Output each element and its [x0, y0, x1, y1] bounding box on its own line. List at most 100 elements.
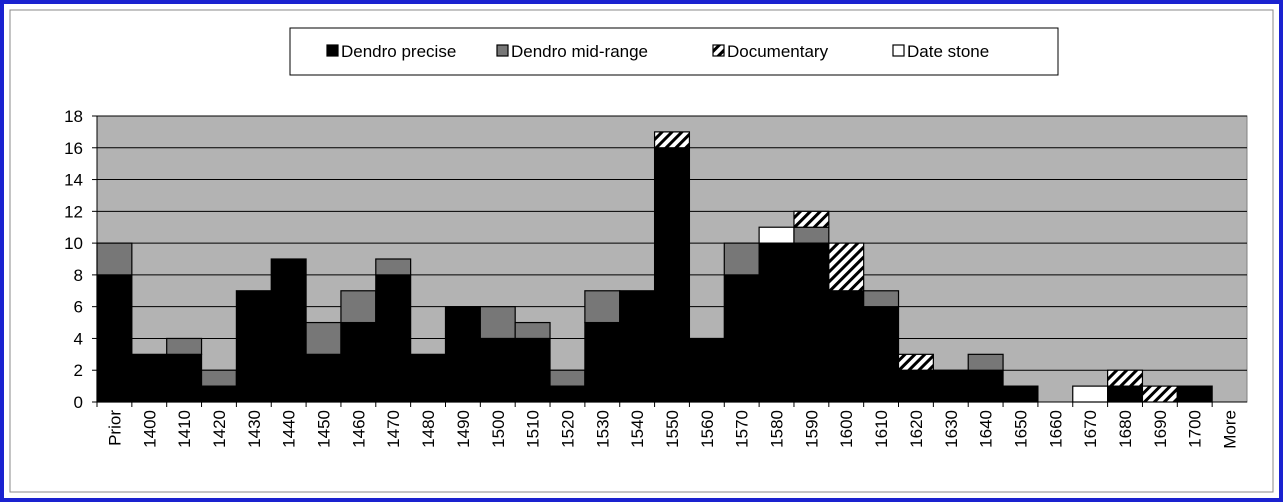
legend-swatch — [712, 44, 725, 57]
bar-segment — [688, 337, 725, 403]
x-tick-label: 1530 — [593, 410, 612, 448]
x-tick-label: 1400 — [140, 410, 159, 448]
legend-label: Date stone — [907, 42, 989, 61]
bar-segment — [793, 242, 830, 403]
x-tick-label: 1460 — [349, 410, 368, 448]
bar-segment — [932, 369, 969, 403]
bar-segment — [653, 147, 691, 403]
x-tick-label: 1430 — [245, 410, 264, 448]
bar-segment — [1107, 385, 1144, 403]
bar-segment — [200, 385, 237, 403]
x-tick-label: 1500 — [489, 410, 508, 448]
bar-segment — [514, 321, 551, 340]
x-tick-label: 1440 — [280, 410, 299, 448]
y-tick-label: 0 — [74, 393, 83, 412]
bar-segment — [619, 290, 656, 403]
bar-segment — [584, 321, 621, 403]
bar-segment — [1002, 385, 1039, 403]
bar-segment — [584, 290, 621, 324]
bar-segment — [479, 337, 516, 403]
x-tick-label: 1570 — [733, 410, 752, 448]
x-tick-label: 1550 — [663, 410, 682, 448]
legend-label: Dendro mid-range — [511, 42, 648, 61]
bar-segment — [897, 369, 934, 403]
bar-segment — [967, 353, 1004, 371]
y-tick-label: 14 — [64, 171, 83, 190]
y-tick-label: 16 — [64, 139, 83, 158]
bar-segment — [479, 306, 516, 340]
x-tick-label: 1640 — [977, 410, 996, 448]
y-tick-label: 10 — [64, 234, 83, 253]
bar-segment — [305, 353, 342, 403]
legend-swatch — [326, 44, 339, 57]
legend-swatch — [496, 44, 509, 57]
bar-segment — [166, 353, 203, 403]
bar-segment — [375, 258, 412, 276]
bar-segment — [444, 306, 481, 403]
x-tick-label: 1470 — [384, 410, 403, 448]
x-tick-label: 1490 — [454, 410, 473, 448]
y-tick-label: 8 — [74, 266, 83, 285]
x-tick-label: 1580 — [768, 410, 787, 448]
bar-segment — [340, 290, 377, 324]
y-tick-label: 12 — [64, 202, 83, 221]
bar-segment — [200, 369, 237, 387]
bar-segment — [1141, 385, 1178, 403]
y-tick-label: 4 — [74, 329, 83, 348]
x-tick-label: 1650 — [1011, 410, 1030, 448]
x-tick-label: 1420 — [210, 410, 229, 448]
bar-segment — [1176, 385, 1213, 403]
x-tick-label: 1600 — [837, 410, 856, 448]
x-tick-label: 1630 — [942, 410, 961, 448]
bar-segment — [549, 385, 586, 403]
x-tick-label: 1660 — [1046, 410, 1065, 448]
bar-segment — [967, 369, 1004, 403]
bar-segment — [1072, 385, 1109, 403]
legend-label: Documentary — [727, 42, 829, 61]
bar-segment — [305, 321, 342, 355]
x-tick-label: 1540 — [628, 410, 647, 448]
x-tick-label: 1410 — [175, 410, 194, 448]
legend-swatch — [892, 44, 905, 57]
x-tick-label: 1520 — [558, 410, 577, 448]
bar-segment — [235, 290, 272, 403]
bar-segment — [270, 258, 307, 403]
legend — [289, 27, 1059, 76]
bar-segment — [863, 290, 900, 308]
bar-segment — [758, 242, 795, 403]
bar-segment — [793, 226, 830, 244]
bar-segment — [375, 274, 412, 403]
x-tick-label: 1560 — [698, 410, 717, 448]
bar-segment — [723, 274, 760, 403]
bar-segment — [166, 337, 203, 355]
bar-segment — [514, 337, 551, 403]
bar-segment — [723, 242, 760, 276]
x-tick-label: More — [1221, 410, 1240, 449]
y-tick-label: 6 — [74, 298, 83, 317]
y-tick-label: 18 — [64, 107, 83, 126]
bar-segment — [863, 306, 900, 403]
x-tick-label: 1480 — [419, 410, 438, 448]
bar-segment — [793, 210, 830, 228]
bar-segment — [410, 353, 447, 403]
x-tick-label: 1700 — [1186, 410, 1205, 448]
x-tick-label: Prior — [105, 410, 124, 446]
bar-segment — [549, 369, 586, 387]
x-tick-label: 1670 — [1081, 410, 1100, 448]
x-tick-label: 1450 — [315, 410, 334, 448]
x-tick-label: 1510 — [524, 410, 543, 448]
x-tick-label: 1590 — [802, 410, 821, 448]
x-tick-label: 1620 — [907, 410, 926, 448]
x-tick-label: 1680 — [1116, 410, 1135, 448]
bar-segment — [828, 242, 865, 292]
legend-label: Dendro precise — [341, 42, 456, 61]
bar-segment — [653, 131, 691, 149]
bar-segment — [131, 353, 168, 403]
bar-segment — [828, 290, 865, 403]
x-tick-label: 1690 — [1151, 410, 1170, 448]
bar-segment — [340, 321, 377, 403]
bar-segment — [96, 242, 133, 276]
bar-segment — [96, 274, 133, 403]
bar-segment — [897, 353, 934, 371]
